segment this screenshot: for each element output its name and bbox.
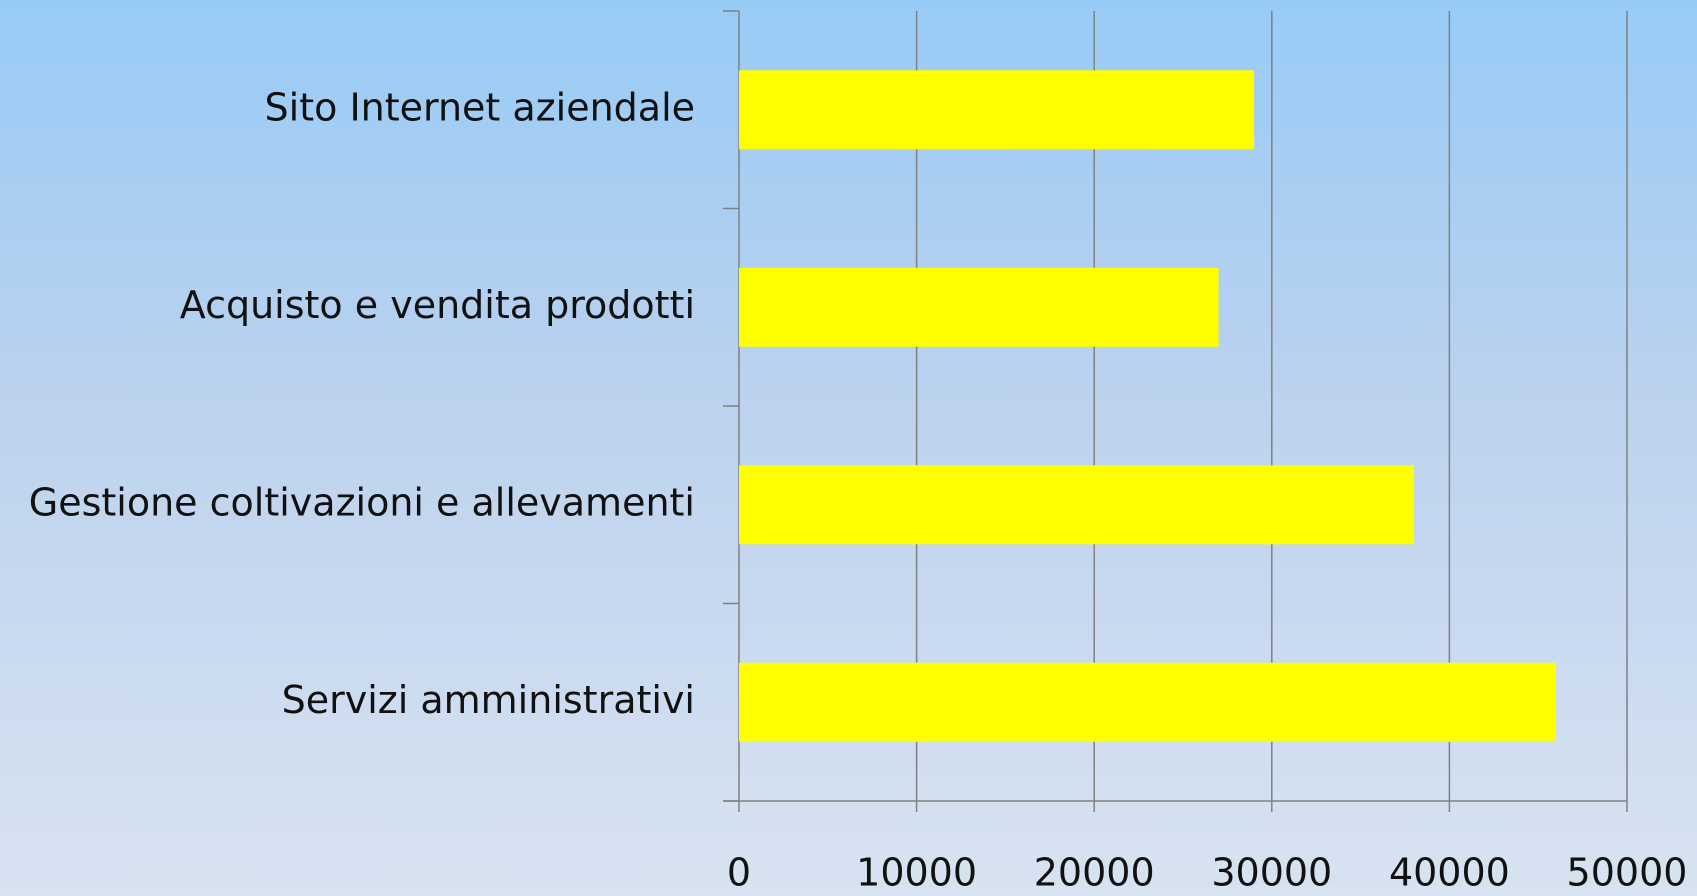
x-tick-label: 40000: [1389, 851, 1510, 895]
x-tick-label: 10000: [856, 851, 977, 895]
x-tick-label: 30000: [1211, 851, 1332, 895]
y-tick-label: Servizi amministrativi: [282, 678, 695, 722]
bar: [739, 662, 1556, 742]
x-tick-label: 20000: [1034, 851, 1155, 895]
x-tick-label: 0: [727, 851, 751, 895]
bar: [739, 465, 1414, 545]
bar: [739, 267, 1219, 347]
y-tick-label: Sito Internet aziendale: [265, 85, 695, 129]
bar: [739, 70, 1255, 150]
y-tick-label: Gestione coltivazioni e allevamenti: [29, 480, 695, 524]
x-tick-label: 50000: [1567, 851, 1688, 895]
y-tick-label: Acquisto e vendita prodotti: [180, 283, 695, 327]
